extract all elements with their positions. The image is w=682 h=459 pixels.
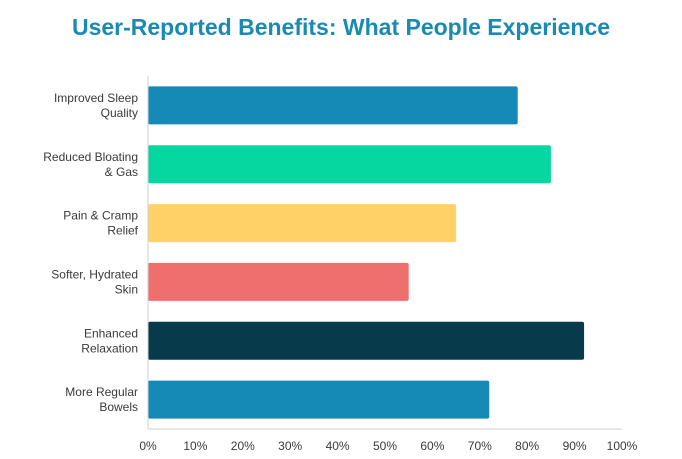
bar-1 xyxy=(148,145,551,184)
x-tick-label-1: 10% xyxy=(183,439,207,453)
x-tick-label-6: 60% xyxy=(420,439,444,453)
x-tick-label-5: 50% xyxy=(373,439,397,453)
category-label-0-1: Quality xyxy=(101,106,138,120)
bar-2 xyxy=(148,204,457,243)
bar-0 xyxy=(148,86,518,125)
category-label-2-0: Pain & Cramp xyxy=(63,209,138,223)
x-tick-label-2: 20% xyxy=(231,439,255,453)
bar-5 xyxy=(148,380,490,419)
x-tick-label-4: 40% xyxy=(326,439,350,453)
chart-title: User-Reported Benefits: What People Expe… xyxy=(71,14,611,40)
x-tick-label-7: 70% xyxy=(468,439,492,453)
bars-group xyxy=(148,86,585,419)
category-label-2-1: Relief xyxy=(107,224,138,238)
x-tick-label-8: 80% xyxy=(515,439,539,453)
category-label-0-0: Improved Sleep xyxy=(54,91,138,105)
x-tick-label-3: 30% xyxy=(278,439,302,453)
bar-4 xyxy=(148,321,585,360)
x-tick-label-0: 0% xyxy=(139,439,157,453)
category-label-5-0: More Regular xyxy=(65,385,138,399)
category-label-4-0: Enhanced xyxy=(84,326,138,340)
category-label-5-1: Bowels xyxy=(99,400,138,414)
category-label-4-1: Relaxation xyxy=(81,341,138,355)
category-label-3-0: Softer, Hydrated xyxy=(51,267,138,281)
x-tick-label-10: 100% xyxy=(607,439,638,453)
category-label-3-1: Skin xyxy=(115,282,138,296)
category-label-1-0: Reduced Bloating xyxy=(43,150,138,164)
category-label-1-1: & Gas xyxy=(105,165,138,179)
x-axis-ticks: 0% 10% 20% 30% 40% 50% 60% 70% 80% 90% 100% xyxy=(139,439,637,453)
x-tick-label-9: 90% xyxy=(563,439,587,453)
bar-3 xyxy=(148,262,409,301)
